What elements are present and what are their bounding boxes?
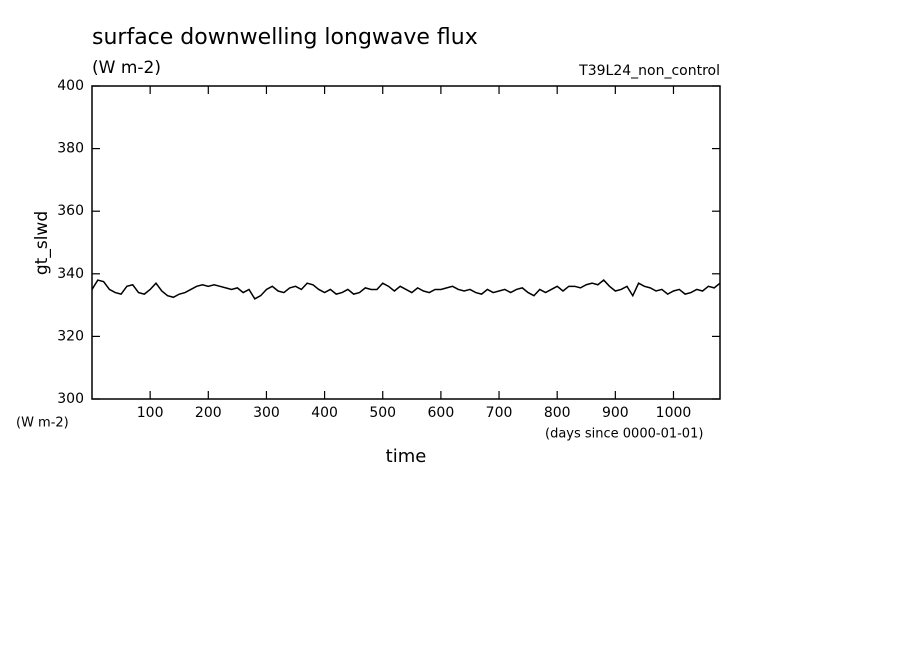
y-tick-label: 400 (57, 78, 84, 94)
y-tick-label: 360 (57, 203, 84, 219)
x-tick-label: 100 (137, 405, 164, 421)
x-tick-label: 700 (486, 405, 513, 421)
x-tick-label: 800 (544, 405, 571, 421)
y-tick-label: 340 (57, 266, 84, 282)
annotation: T39L24_non_control (578, 63, 720, 79)
x-tick-label: 1000 (656, 405, 692, 421)
y-tick-label: 380 (57, 141, 84, 157)
x-tick-label: 300 (253, 405, 280, 421)
y-axis-label: gt_slwd (32, 211, 52, 275)
x-unit: (days since 0000-01-01) (545, 427, 703, 442)
x-tick-label: 900 (602, 405, 629, 421)
y-tick-label: 300 (57, 391, 84, 407)
data-line (91, 279, 721, 300)
chart-title: surface downwelling longwave flux (92, 25, 478, 50)
x-axis-label: time (386, 446, 427, 467)
x-tick-label: 600 (428, 405, 455, 421)
x-tick-label: 200 (195, 405, 222, 421)
y-unit: (W m-2) (16, 416, 69, 431)
y-tick-label: 320 (57, 328, 84, 344)
x-tick-label: 400 (311, 405, 338, 421)
x-tick-label: 500 (369, 405, 396, 421)
plot-frame (91, 85, 721, 400)
subtitle: (W m-2) (92, 58, 161, 78)
